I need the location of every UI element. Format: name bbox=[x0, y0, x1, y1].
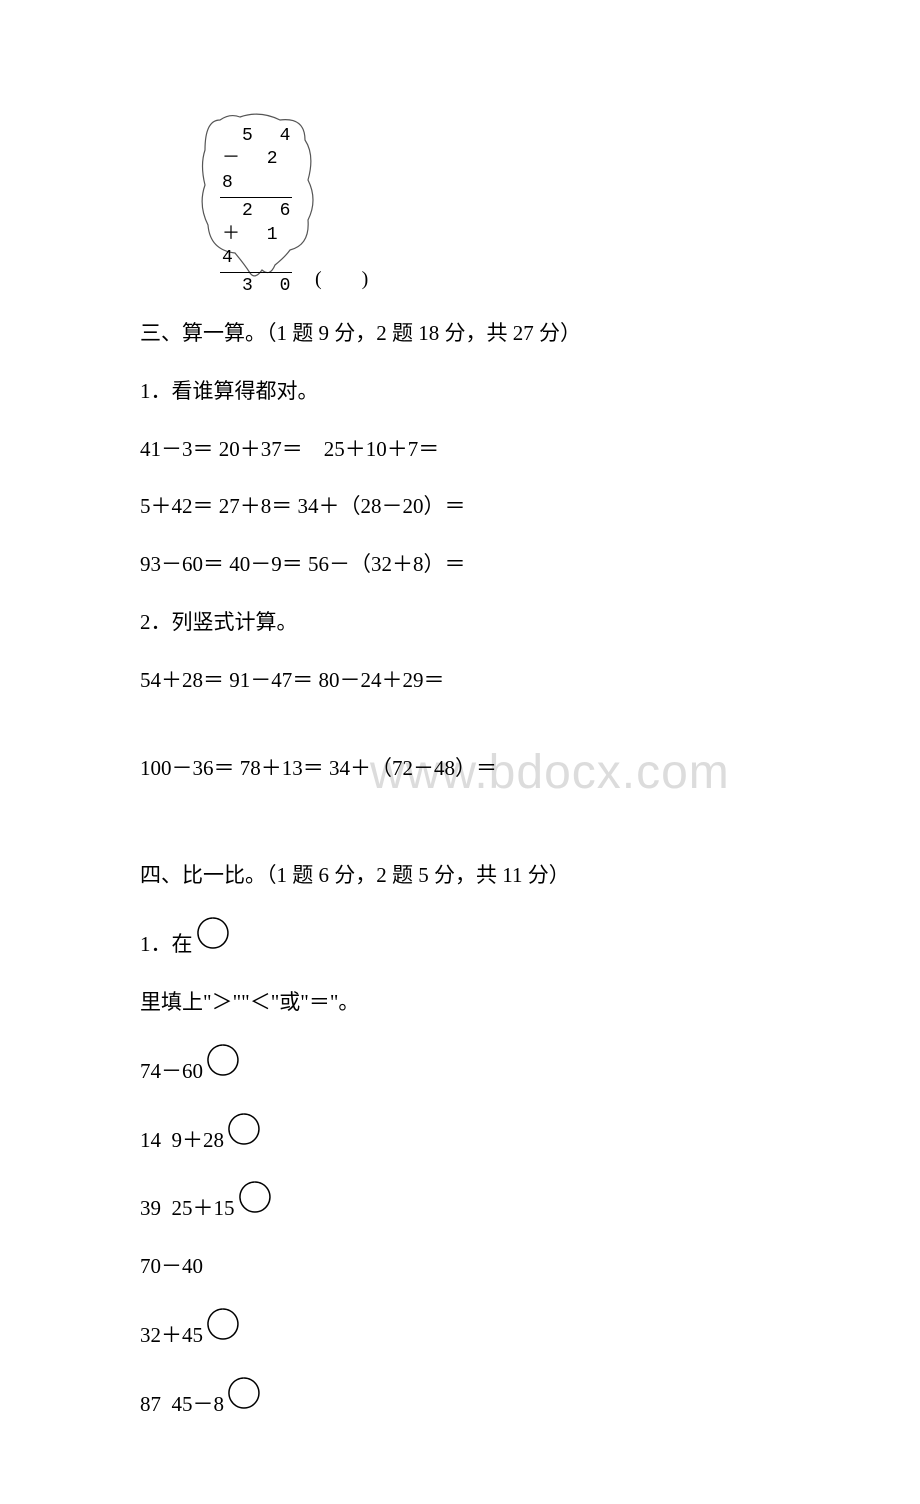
s4-row2: 14 9＋28 bbox=[140, 1111, 780, 1160]
circle-icon bbox=[237, 1179, 273, 1228]
section-3-sub-1-title: 1．看谁算得都对。 bbox=[140, 373, 780, 411]
vertical-calc-figure: 5 4 － 2 8 2 6 ＋ 1 4 3 0 ( ) bbox=[190, 105, 350, 295]
s4-r6b: 45－8 bbox=[172, 1386, 225, 1424]
s4-r2a: 14 bbox=[140, 1122, 161, 1160]
s3-sub1-line3: 93－60＝ 40－9＝ 56－（32＋8）＝ bbox=[140, 546, 780, 584]
circle-icon bbox=[205, 1306, 241, 1355]
calc-row-5: 3 0 bbox=[202, 275, 312, 298]
s3-sub2-line1: 54＋28＝ 91－47＝ 80－24＋29＝ bbox=[140, 662, 780, 700]
s4-row6: 87 45－8 bbox=[140, 1375, 780, 1424]
circle-icon bbox=[205, 1042, 241, 1091]
calc-row-1: 5 4 bbox=[202, 125, 312, 148]
s4-row1: 74－60 bbox=[140, 1042, 780, 1091]
calc-row-2: － 2 8 bbox=[202, 148, 312, 195]
circle-icon bbox=[226, 1375, 262, 1424]
section-3-heading: 三、算一算。（1 题 9 分，2 题 18 分，共 27 分） bbox=[140, 315, 780, 353]
section-4-heading: 四、比一比。（1 题 6 分，2 题 5 分，共 11 分） bbox=[140, 857, 780, 895]
s4-r5-text: 32＋45 bbox=[140, 1317, 203, 1355]
s4-row5: 32＋45 bbox=[140, 1306, 780, 1355]
s4-r3a: 39 bbox=[140, 1190, 161, 1228]
calc-divider-1 bbox=[220, 197, 292, 198]
s3-sub1-line1: 41－3＝ 20＋37＝ 25＋10＋7＝ bbox=[140, 431, 780, 469]
circle-icon bbox=[226, 1111, 262, 1160]
s4-row4: 70－40 bbox=[140, 1248, 780, 1286]
calc-row-3: 2 6 bbox=[202, 200, 312, 223]
s4-r3b: 25＋15 bbox=[172, 1190, 235, 1228]
calc-row-4: ＋ 1 4 bbox=[202, 224, 312, 271]
s3-sub1-line2: 5＋42＝ 27＋8＝ 34＋（28－20）＝ bbox=[140, 488, 780, 526]
s4-r1-text: 74－60 bbox=[140, 1053, 203, 1091]
s4-row3: 39 25＋15 bbox=[140, 1179, 780, 1228]
s4-r2b: 9＋28 bbox=[172, 1122, 225, 1160]
section-3-sub-2-title: 2．列竖式计算。 bbox=[140, 604, 780, 642]
s4-r6a: 87 bbox=[140, 1386, 161, 1424]
circle-icon bbox=[195, 915, 231, 964]
calc-answer-blank: ( ) bbox=[315, 261, 368, 297]
calc-divider-2 bbox=[220, 272, 292, 273]
s4-sub1-title-row: 1．在 bbox=[140, 915, 780, 964]
s3-sub2-line2: 100－36＝ 78＋13＝ 34＋（72－48）＝ bbox=[140, 750, 780, 788]
s4-sub1-suffix: 里填上"＞""＜"或"＝"。 bbox=[140, 984, 780, 1022]
page-content: 5 4 － 2 8 2 6 ＋ 1 4 3 0 ( ) 三、算一算。（1 题 9… bbox=[140, 105, 780, 1424]
s4-sub1-prefix: 1．在 bbox=[140, 926, 193, 964]
